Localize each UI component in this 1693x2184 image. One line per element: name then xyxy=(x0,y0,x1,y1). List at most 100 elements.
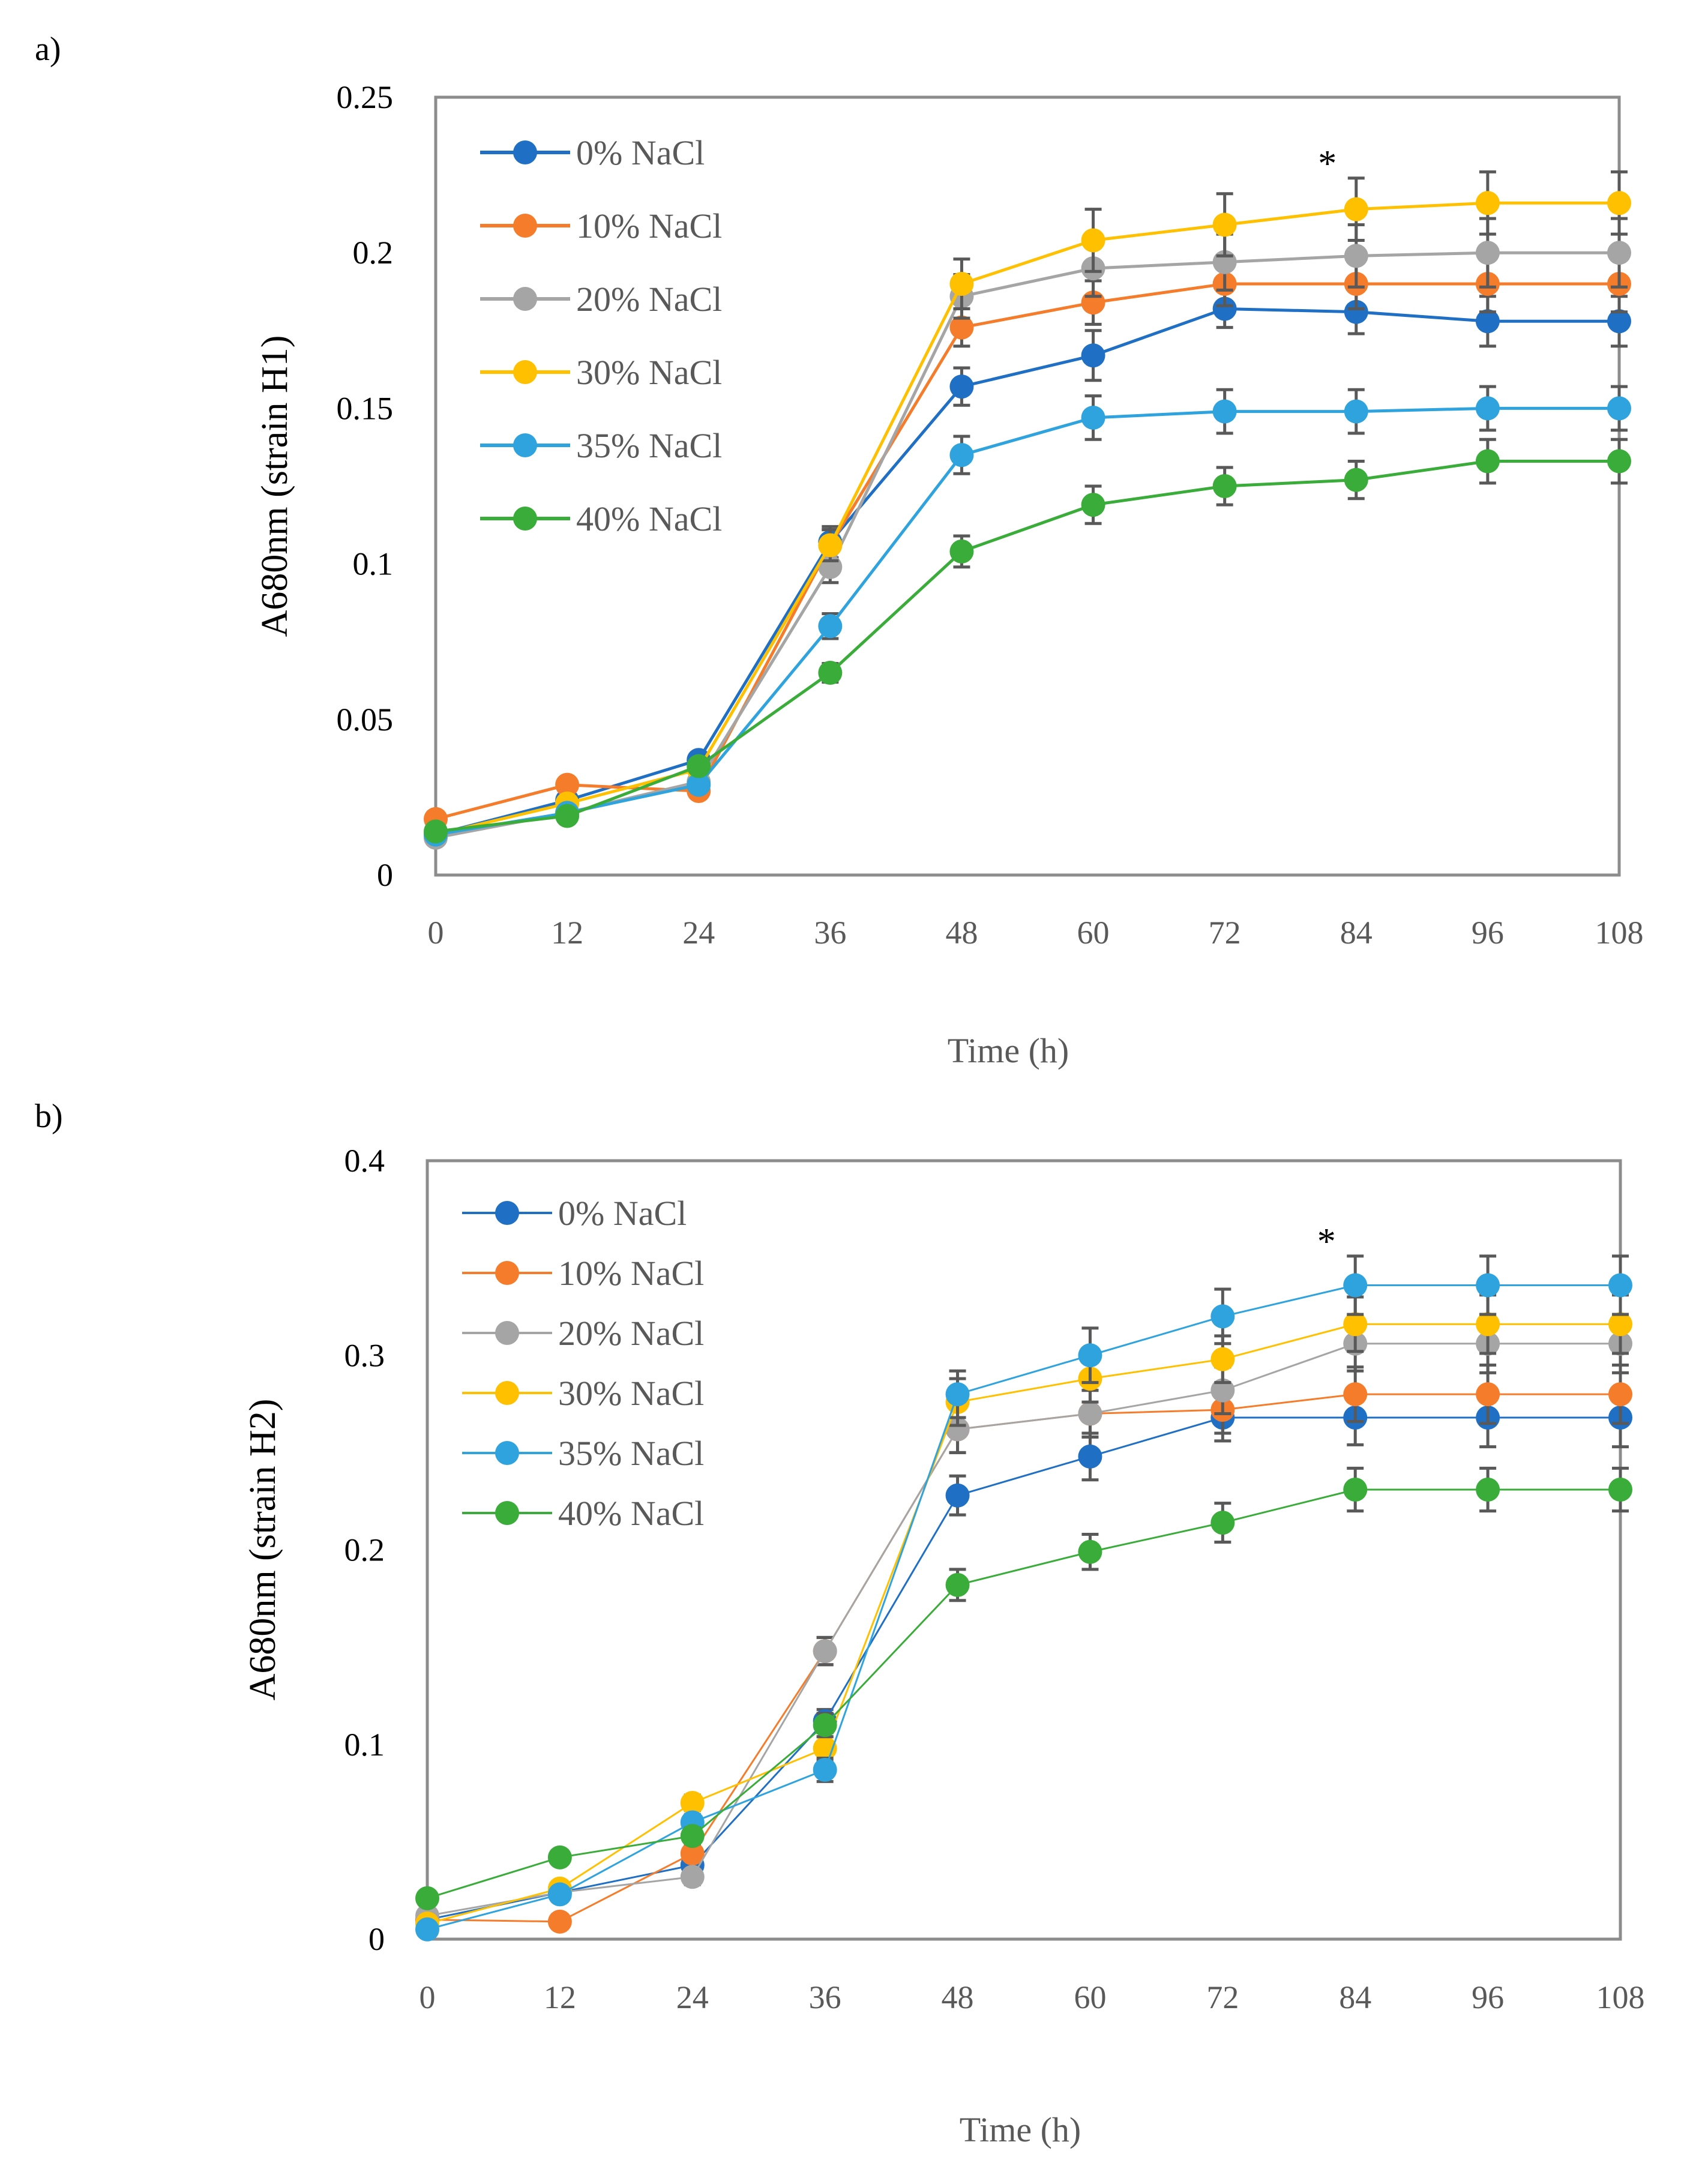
data-point xyxy=(1475,241,1500,265)
y-axis-title: A680nm (strain H1) xyxy=(254,335,295,637)
legend-swatch-marker xyxy=(495,1381,519,1405)
x-tick-label: 96 xyxy=(1472,915,1504,951)
legend-label: 10% NaCl xyxy=(558,1254,704,1293)
data-point xyxy=(547,1909,572,1934)
panel-label: a) xyxy=(35,31,61,68)
plot-frame xyxy=(434,95,1621,877)
x-tick-label: 0 xyxy=(428,915,444,951)
data-point xyxy=(813,1757,837,1782)
legend-swatch-marker xyxy=(513,433,537,457)
data-point xyxy=(415,1886,439,1910)
data-point xyxy=(949,315,974,340)
data-point xyxy=(1081,343,1105,368)
data-point xyxy=(555,804,580,828)
data-point xyxy=(949,443,974,468)
y-tick-label: 0.25 xyxy=(337,79,394,115)
data-point xyxy=(1210,1378,1235,1403)
x-tick-label: 24 xyxy=(676,1979,709,2015)
data-point xyxy=(1475,396,1500,421)
data-point xyxy=(680,1865,705,1889)
data-point xyxy=(945,1572,970,1597)
data-point xyxy=(415,1917,439,1942)
data-point xyxy=(1608,1382,1632,1407)
data-point xyxy=(1343,1477,1368,1502)
x-tick-label: 48 xyxy=(945,915,978,951)
data-point xyxy=(687,772,711,797)
series-40-nacl xyxy=(424,438,1631,844)
legend-swatch-marker xyxy=(495,1201,519,1225)
data-point xyxy=(1212,296,1237,321)
data-point xyxy=(1476,1273,1500,1298)
y-tick-label: 0.1 xyxy=(344,1727,385,1763)
series-line xyxy=(435,282,1619,821)
data-point xyxy=(1078,1444,1102,1469)
data-point xyxy=(1210,1304,1235,1329)
y-tick-label: 0.3 xyxy=(344,1337,385,1373)
data-point xyxy=(945,1483,970,1508)
series-10-nacl xyxy=(424,254,1631,831)
y-tick-label: 0.2 xyxy=(353,235,394,271)
series-35-nacl xyxy=(415,1254,1632,1942)
data-point xyxy=(1343,1382,1368,1407)
x-tick-label: 84 xyxy=(1340,915,1373,951)
x-axis-title: Time (h) xyxy=(960,2110,1081,2149)
legend-swatch-marker xyxy=(495,1321,519,1345)
data-point xyxy=(1607,396,1631,421)
series-line xyxy=(435,406,1619,837)
series-line xyxy=(427,1323,1620,1925)
legend-label: 20% NaCl xyxy=(576,280,722,319)
legend-label: 35% NaCl xyxy=(576,426,722,465)
data-point xyxy=(818,614,843,639)
data-point xyxy=(1344,299,1368,324)
x-tick-label: 72 xyxy=(1206,1979,1239,2015)
series-line xyxy=(427,1416,1620,1921)
data-point xyxy=(1081,228,1105,253)
data-point xyxy=(813,1713,837,1737)
y-tick-label: 0.1 xyxy=(353,546,394,582)
data-point xyxy=(1081,405,1105,430)
x-tick-label: 72 xyxy=(1209,915,1241,951)
legend-label: 40% NaCl xyxy=(558,1494,704,1533)
chart-panel-b: b) 0 0.1 0.2 0.3 0.4 0 12 24 36 48 60 72 84 96 108 Time … xyxy=(35,1098,1645,2149)
legend-swatch-marker xyxy=(513,214,537,238)
data-point xyxy=(1607,191,1631,215)
data-point xyxy=(1212,399,1237,424)
legend-label: 30% NaCl xyxy=(576,353,722,392)
y-tick-label: 0 xyxy=(368,1921,385,1957)
series-line xyxy=(435,307,1619,837)
data-point xyxy=(949,375,974,399)
data-point xyxy=(1475,309,1500,334)
legend-label: 20% NaCl xyxy=(558,1314,704,1353)
legend-label: 10% NaCl xyxy=(576,206,722,245)
data-point xyxy=(818,661,843,685)
data-point xyxy=(945,1382,970,1407)
data-point xyxy=(949,539,974,564)
x-tick-label: 24 xyxy=(682,915,715,951)
x-tick-label: 12 xyxy=(551,915,583,951)
significance-annotation: * xyxy=(1318,143,1337,184)
x-tick-label: 60 xyxy=(1074,1979,1106,2015)
data-point xyxy=(1607,241,1631,265)
data-point xyxy=(1344,468,1368,492)
data-point xyxy=(547,1882,572,1907)
data-point xyxy=(1608,1273,1632,1298)
data-point xyxy=(547,1845,572,1870)
x-tick-label: 96 xyxy=(1472,1979,1504,2015)
data-point xyxy=(1607,449,1631,474)
data-point xyxy=(1344,244,1368,268)
data-point xyxy=(1212,474,1237,498)
x-tick-label: 36 xyxy=(814,915,846,951)
data-point xyxy=(1078,1539,1102,1564)
data-point xyxy=(1476,1312,1500,1337)
series-line xyxy=(435,460,1619,833)
y-tick-label: 0 xyxy=(377,857,393,893)
series-line xyxy=(427,1284,1620,1931)
legend: 0% NaCl 10% NaCl 20% NaCl 30% NaCl 35% NaCl 4… xyxy=(480,133,722,538)
y-tick-label: 0.4 xyxy=(344,1143,385,1179)
data-point xyxy=(555,772,580,797)
legend-label: 30% NaCl xyxy=(558,1374,704,1413)
y-tick-label: 0.05 xyxy=(337,702,394,738)
legend-label: 40% NaCl xyxy=(576,499,722,538)
panel-label: b) xyxy=(35,1098,63,1135)
